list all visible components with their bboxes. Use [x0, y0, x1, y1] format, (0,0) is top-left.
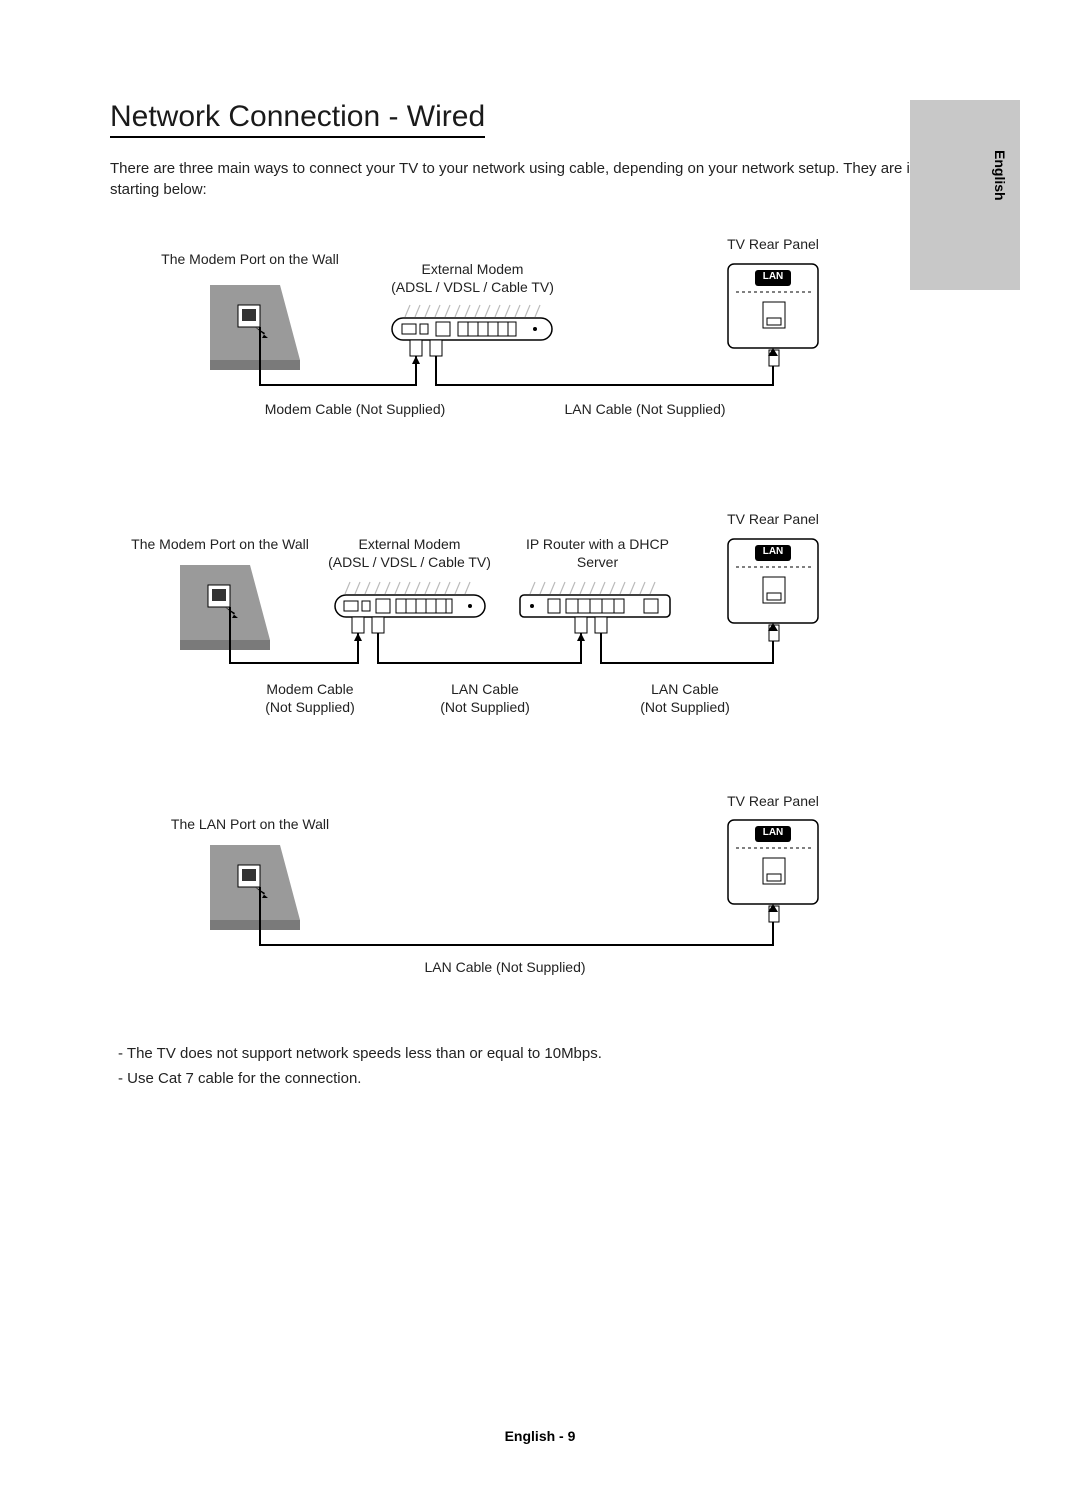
d2-cable3-label: LAN Cable (Not Supplied) — [620, 680, 750, 716]
d1-tv-label: TV Rear Panel — [698, 235, 848, 253]
d2-modem-label: External Modem (ADSL / VDSL / Cable TV) — [322, 535, 497, 571]
diagram-2: The Modem Port on the Wall External Mode… — [110, 495, 870, 745]
d1-cable2-label: LAN Cable (Not Supplied) — [530, 400, 760, 418]
note-item: The TV does not support network speeds l… — [118, 1045, 990, 1062]
diagram-3: The LAN Port on the Wall TV Rear Panel L… — [110, 790, 870, 1000]
d2-tv-label: TV Rear Panel — [698, 510, 848, 528]
d2-lan-badge: LAN — [757, 546, 789, 557]
d2-cable2-2: (Not Supplied) — [440, 699, 530, 715]
d1-modem-label-1: External Modem — [422, 261, 524, 277]
d2-modem-label-2: (ADSL / VDSL / Cable TV) — [328, 554, 491, 570]
d1-modem-label: External Modem (ADSL / VDSL / Cable TV) — [385, 260, 560, 296]
d1-cable1-label: Modem Cable (Not Supplied) — [240, 400, 470, 418]
page-footer: English - 9 — [0, 1428, 1080, 1444]
notes-list: The TV does not support network speeds l… — [118, 1045, 990, 1087]
note-item: Use Cat 7 cable for the connection. — [118, 1070, 990, 1087]
d2-cable2-1: LAN Cable — [451, 681, 519, 697]
d2-cable1-label: Modem Cable (Not Supplied) — [245, 680, 375, 716]
diagram-1: The Modem Port on the Wall External Mode… — [110, 230, 870, 450]
d1-lan-badge: LAN — [757, 271, 789, 282]
d2-wall-label: The Modem Port on the Wall — [120, 535, 320, 553]
d3-lan-badge: LAN — [757, 827, 789, 838]
d3-cable1-label: LAN Cable (Not Supplied) — [390, 958, 620, 976]
language-tab-label: English — [992, 150, 1008, 201]
d2-cable3-1: LAN Cable — [651, 681, 719, 697]
d2-cable1-1: Modem Cable — [266, 681, 353, 697]
d2-router-label-1: IP Router with a DHCP — [526, 536, 669, 552]
d2-cable1-2: (Not Supplied) — [265, 699, 355, 715]
intro-text: There are three main ways to connect you… — [110, 158, 990, 200]
d3-wall-label: The LAN Port on the Wall — [150, 815, 350, 833]
d1-modem-label-2: (ADSL / VDSL / Cable TV) — [391, 279, 554, 295]
page-title: Network Connection - Wired — [110, 100, 485, 138]
d2-router-label: IP Router with a DHCP Server — [510, 535, 685, 571]
d2-cable3-2: (Not Supplied) — [640, 699, 730, 715]
d2-cable2-label: LAN Cable (Not Supplied) — [420, 680, 550, 716]
d1-wall-label: The Modem Port on the Wall — [150, 250, 350, 268]
d3-tv-label: TV Rear Panel — [698, 792, 848, 810]
d2-router-label-2: Server — [577, 554, 618, 570]
d2-modem-label-1: External Modem — [359, 536, 461, 552]
